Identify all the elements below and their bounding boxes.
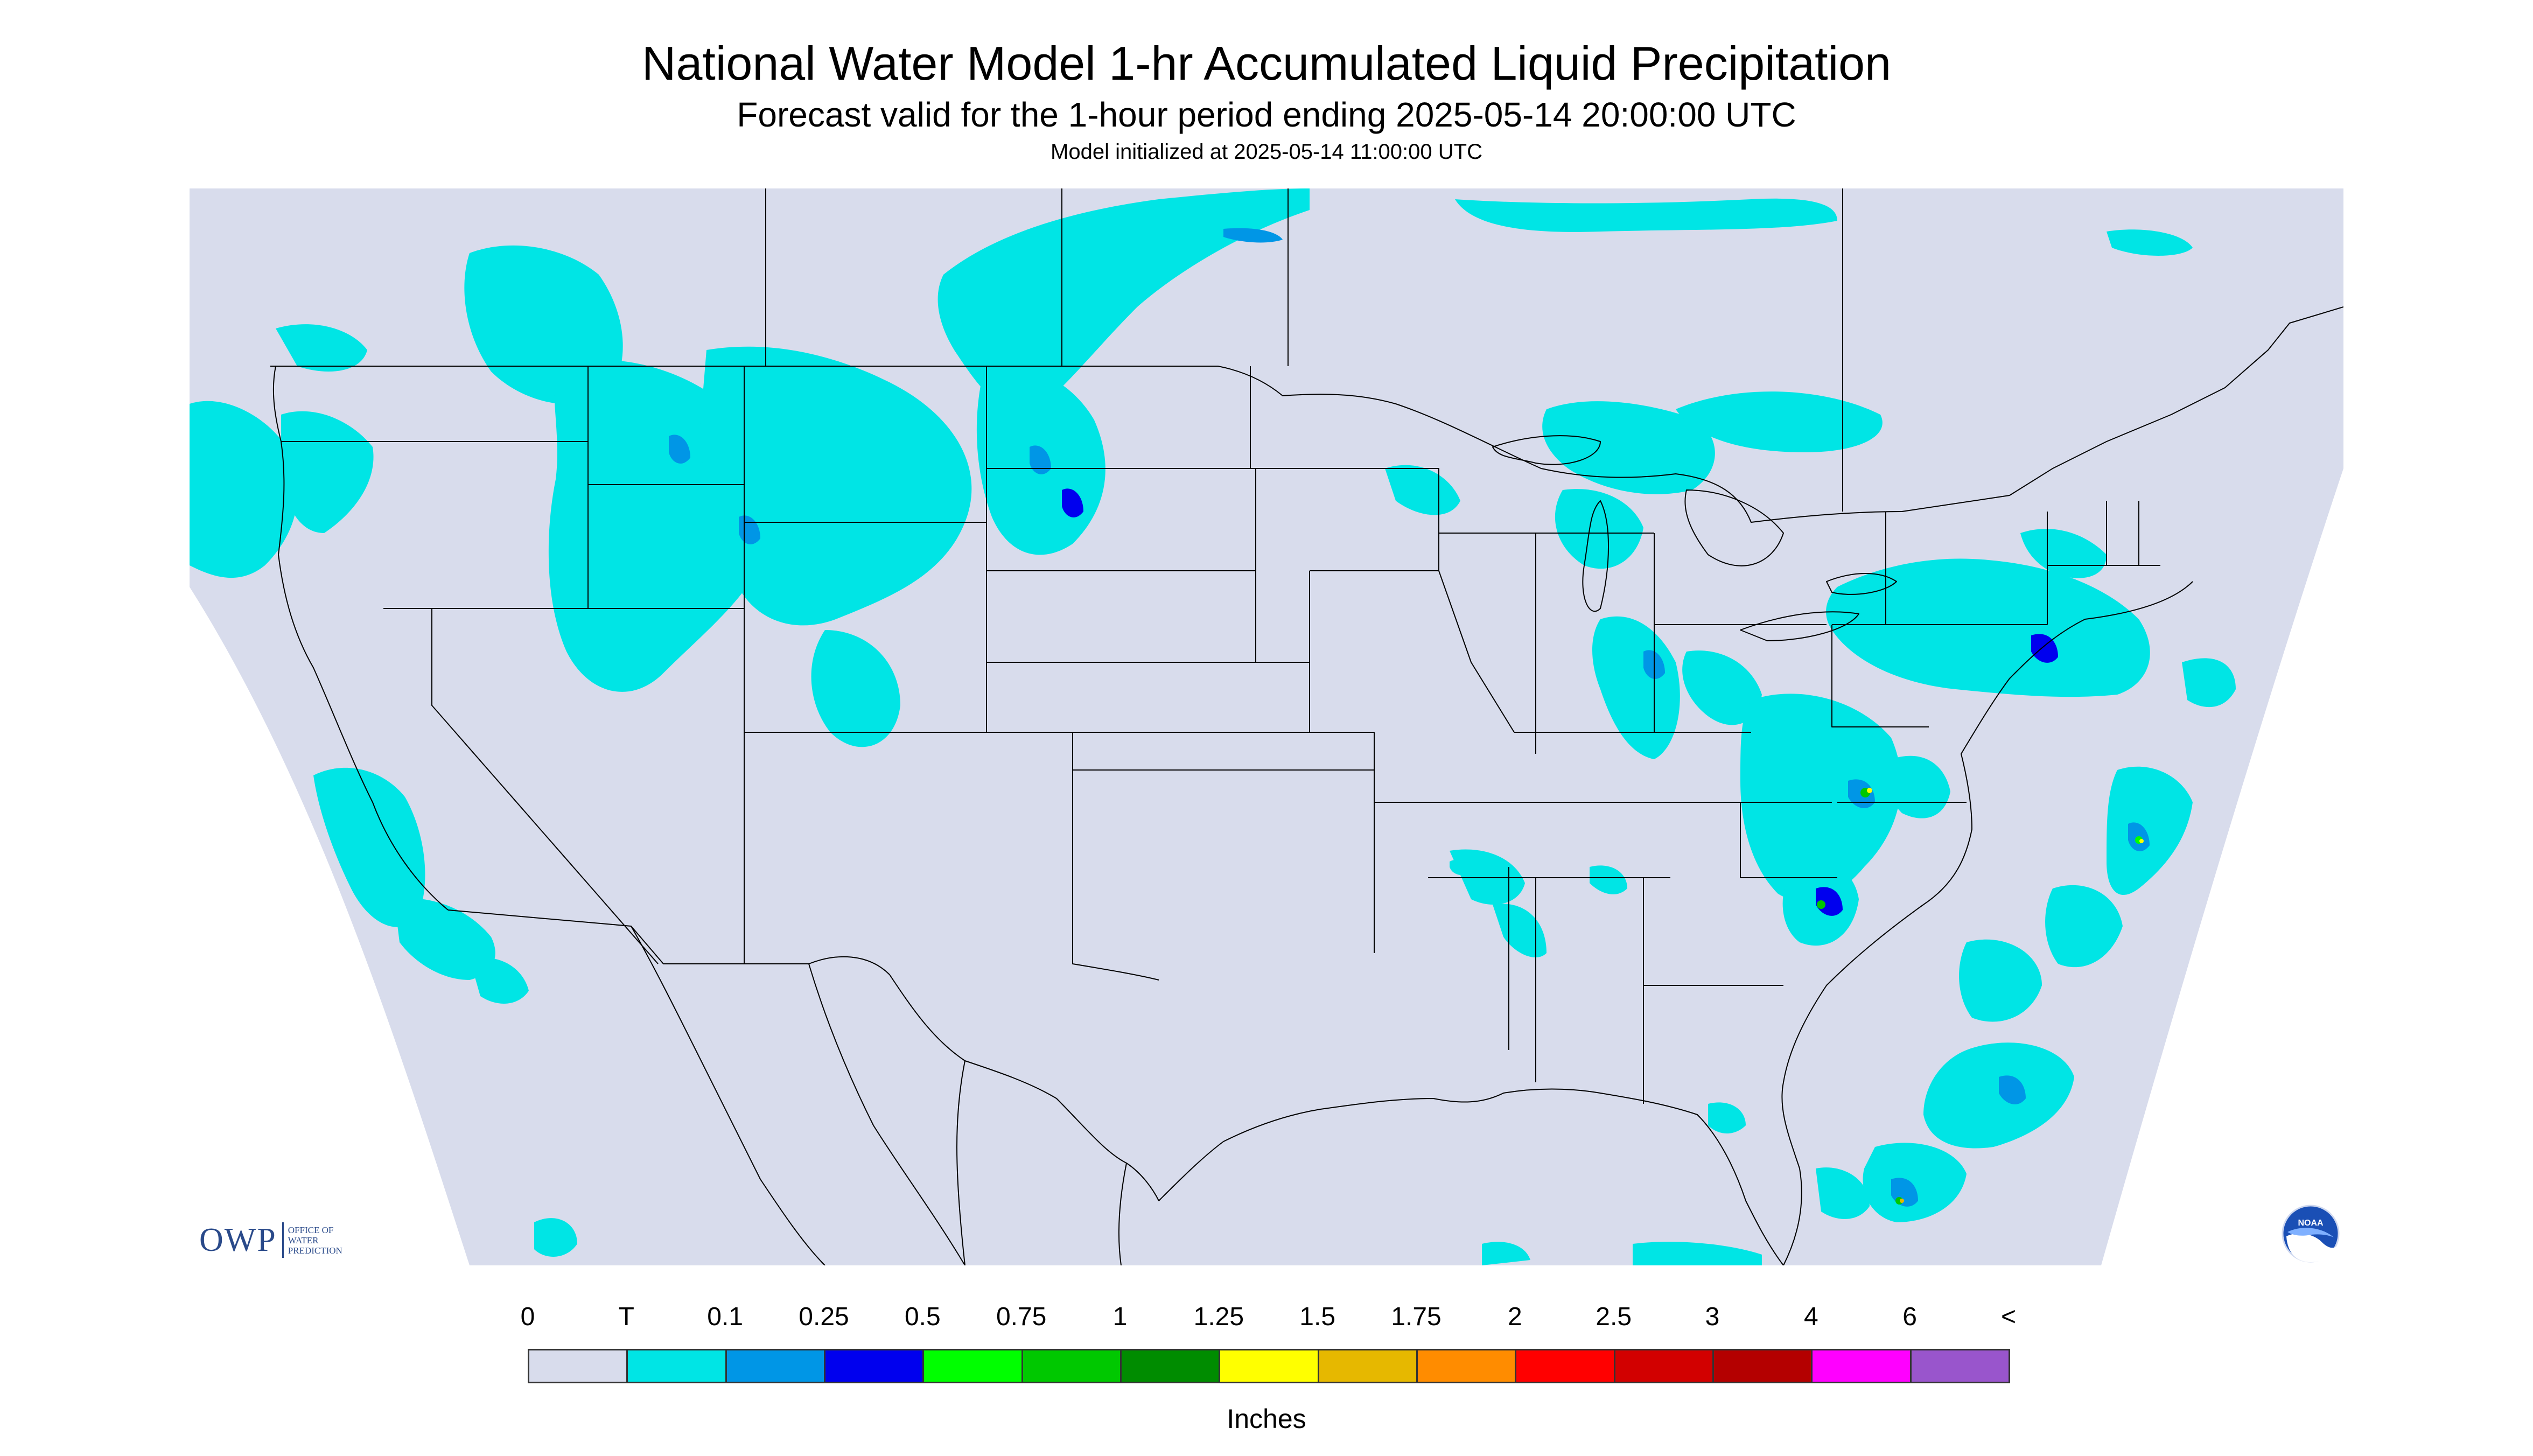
legend-tick-label: 0.5	[904, 1303, 941, 1331]
legend-swatch	[1712, 1349, 1813, 1383]
noaa-logo-bird	[2287, 1228, 2334, 1237]
legend-swatch	[1317, 1349, 1418, 1383]
legend-swatch	[1515, 1349, 1615, 1383]
legend-tick-label: <	[2000, 1303, 2017, 1331]
legend-swatch	[922, 1349, 1023, 1383]
legend-tick-label: 1	[1112, 1303, 1128, 1331]
legend-swatch	[824, 1349, 925, 1383]
model-init-label: Model initialized at 2025-05-14 11:00:00…	[1051, 140, 1482, 164]
legend-tick-label: 4	[1803, 1303, 1818, 1331]
page-title: National Water Model 1-hr Accumulated Li…	[641, 37, 1892, 90]
legend-swatch	[528, 1349, 628, 1383]
map-boundaries	[270, 188, 2343, 1265]
precip-heavy-layer	[1817, 788, 2144, 1205]
legend-units: Inches	[1227, 1404, 1306, 1434]
noaa-logo: NOAA	[2282, 1205, 2340, 1263]
legend-swatch	[1909, 1349, 2010, 1383]
legend-swatch	[1219, 1349, 1319, 1383]
noaa-logo-text: NOAA	[2298, 1219, 2324, 1228]
legend-tick-label: 0.1	[707, 1303, 744, 1331]
legend-tick-label: 3	[1705, 1303, 1720, 1331]
legend-swatch	[626, 1349, 727, 1383]
legend-tick-label: 0.25	[799, 1303, 849, 1331]
legend-tick-label: 0	[520, 1303, 535, 1331]
legend-tick-label: 1.25	[1193, 1303, 1244, 1331]
legend-tick-label: T	[618, 1303, 634, 1331]
legend-tick-label: 1.75	[1391, 1303, 1442, 1331]
legend-swatch	[1021, 1349, 1122, 1383]
owp-logo-text: OFFICE OF WATER PREDICTION	[288, 1224, 342, 1256]
legend-swatch	[1811, 1349, 1912, 1383]
noaa-logo-wave	[2286, 1233, 2338, 1262]
owp-logo: OWP OFFICE OF WATER PREDICTION	[199, 1222, 342, 1258]
legend-tick-label: 2	[1507, 1303, 1522, 1331]
legend-tick-label: 6	[1902, 1303, 1918, 1331]
legend-tick-label: 2.5	[1596, 1303, 1632, 1331]
legend-swatch	[1613, 1349, 1714, 1383]
legend-swatch	[1416, 1349, 1517, 1383]
legend-swatch	[1120, 1349, 1221, 1383]
owp-logo-mark: OWP	[199, 1222, 284, 1258]
forecast-valid-subtitle: Forecast valid for the 1-hour period end…	[737, 95, 1796, 134]
legend-tick-label: 0.75	[996, 1303, 1047, 1331]
precipitation-map	[190, 188, 2343, 1265]
legend-swatch	[725, 1349, 825, 1383]
legend-tick-label: 1.5	[1299, 1303, 1336, 1331]
